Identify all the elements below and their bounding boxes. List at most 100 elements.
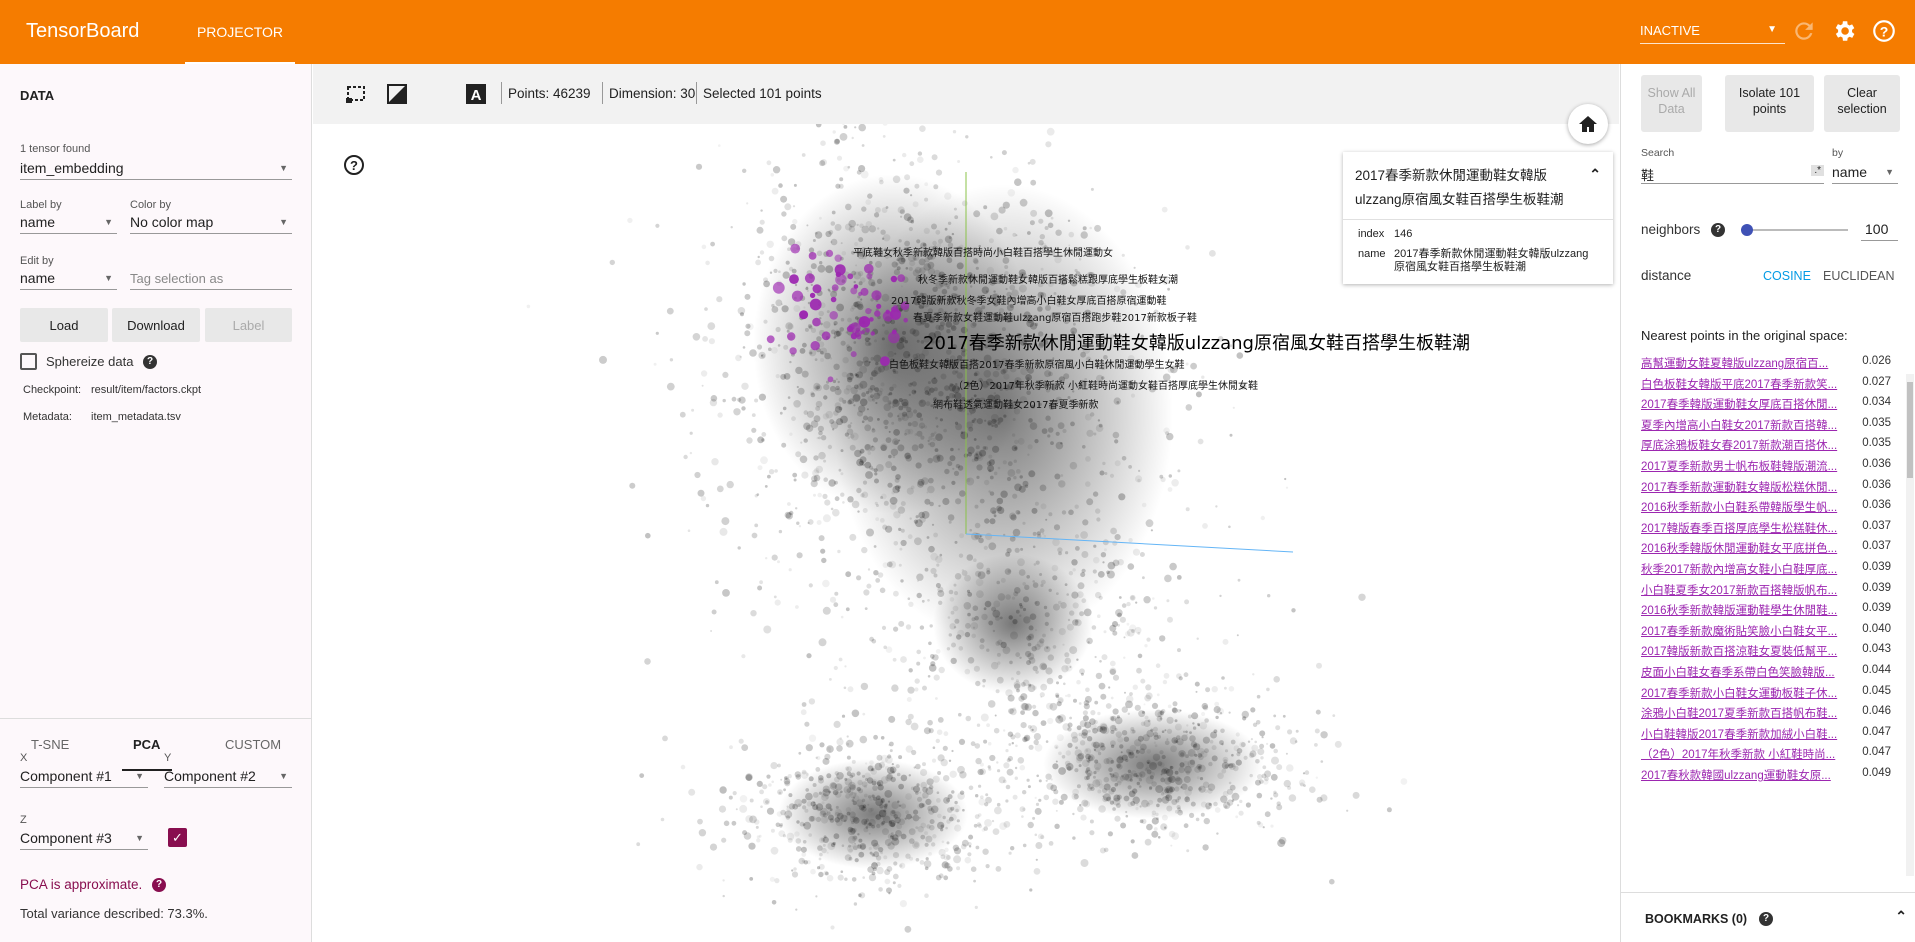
night-mode-toggle-icon[interactable] [386,84,408,104]
z-enabled-checkbox[interactable]: ✓ [168,828,187,847]
nearest-point-row[interactable]: 秋季2017新款內增高女鞋小白鞋厚底... 0.039 [1641,561,1891,581]
nearest-point-row[interactable]: 2017春季韓版運動鞋女厚底百搭休閒... 0.034 [1641,396,1891,416]
cosine-button[interactable]: COSINE [1763,269,1811,283]
nearest-point-label[interactable]: 2017春季新款小白鞋女運動板鞋子休... [1641,687,1838,700]
nearest-point-label[interactable]: 2016秋季韓版休閒運動鞋女平底拼色... [1641,543,1838,556]
nearest-point-label[interactable]: 2017夏季新款男士帆布板鞋韓版潮流... [1641,461,1838,473]
neighbors-slider-track[interactable] [1743,229,1848,231]
bookmarks-panel[interactable]: BOOKMARKS (0) ? ⌃ [1621,892,1915,942]
nearest-point-row[interactable]: 涂鴉小白鞋2017夏季新款百搭帆布鞋... 0.046 [1641,705,1891,725]
nearest-point-label[interactable]: 2016秋季新款小白鞋系帶韓版學生帆... [1641,502,1838,515]
nearest-point-row[interactable]: 2017春季新款魔術貼笑臉小白鞋女平... 0.040 [1641,623,1891,643]
neighbors-slider-thumb[interactable] [1741,224,1754,236]
search-by-select[interactable]: name ▼ [1832,160,1898,184]
tab-custom[interactable]: CUSTOM [225,737,282,752]
help-icon[interactable]: ? [343,154,365,176]
nearest-point-row[interactable]: 2017春秋款韓國ulzzang運動鞋女原... 0.049 [1641,767,1891,787]
tag-selection-input[interactable]: Tag selection as [130,266,292,290]
regex-toggle[interactable]: .* [1811,165,1824,176]
nearest-point-label[interactable]: 白色板鞋女韓版平底2017春季新款笑... [1641,378,1838,391]
nearest-point-label[interactable]: 高幫運動女鞋夏韓版ulzzang原宿百... [1641,358,1829,370]
nearest-point-label[interactable]: 2017韓版春季百搭厚底學生松糕鞋休... [1641,522,1838,535]
gear-icon[interactable] [1831,18,1857,44]
tab-pca[interactable]: PCA [133,737,161,752]
data-point [1135,749,1139,752]
select-rectangle-icon[interactable] [345,84,367,104]
nearest-point-row[interactable]: 夏季內增高小白鞋女2017新款百搭韓... 0.035 [1641,417,1891,437]
nearest-point-distance: 0.035 [1862,437,1891,450]
load-button[interactable]: Load [20,308,108,342]
sphereize-checkbox[interactable] [20,353,37,370]
label-button[interactable]: Label [205,308,292,342]
nearest-point-label[interactable]: 2017春季新款運動鞋女韓版松糕休閒... [1641,481,1838,494]
data-point [952,370,957,375]
help-icon[interactable]: ? [152,878,166,892]
x-component-select[interactable]: Component #1 ▼ [20,764,148,788]
tab-tsne[interactable]: T-SNE [31,737,70,752]
nearest-point-row[interactable]: 高幫運動女鞋夏韓版ulzzang原宿百... 0.026 [1641,355,1891,375]
edit-by-select[interactable]: name ▼ [20,266,117,290]
z-component-select[interactable]: Component #3 ▼ [20,826,148,850]
help-icon[interactable]: ? [1711,223,1725,237]
nearest-point-row[interactable]: 皮面小白鞋女春季系帶白色笑臉韓版... 0.044 [1641,664,1891,684]
scrollbar-thumb[interactable] [1907,382,1913,478]
nearest-point-label[interactable]: 2017春季韓版運動鞋女厚底百搭休閒... [1641,399,1838,412]
nearest-point-label[interactable]: 皮面小白鞋女春季系帶白色笑臉韓版... [1641,667,1835,679]
isolate-points-button[interactable]: Isolate 101 points [1725,75,1814,132]
reset-view-button[interactable] [1568,104,1608,144]
scatter-plot[interactable]: 平底鞋女秋季新款韓版百搭時尚小白鞋百搭學生休閒運動女 秋冬季新款休閒運動鞋女韓版百… [313,124,1619,942]
label-by-select[interactable]: name ▼ [20,210,117,234]
color-by-select[interactable]: No color map ▼ [130,210,292,234]
nearest-point-row[interactable]: 2016秋季新款韓版運動鞋學生休閒鞋... 0.039 [1641,602,1891,622]
nearest-point-label[interactable]: 2017韓版新款百搭涼鞋女夏裝低幫平... [1641,646,1838,659]
help-icon[interactable]: ? [1759,912,1773,926]
data-point [1130,839,1135,844]
refresh-icon[interactable] [1791,18,1817,44]
nearest-point-row[interactable]: 小白鞋韓版2017春季新款加絨小白鞋... 0.047 [1641,726,1891,746]
tensor-select[interactable]: item_embedding ▼ [20,156,292,180]
help-icon[interactable]: ? [143,355,157,369]
data-point [1217,336,1224,342]
nearest-point-label[interactable]: 涂鴉小白鞋2017夏季新款百搭帆布鞋... [1641,708,1838,721]
nearest-point-row[interactable]: 2016秋季新款小白鞋系帶韓版學生帆... 0.036 [1641,499,1891,519]
nearest-point-label[interactable]: 厚底涂鴉板鞋女春2017新款潮百搭休... [1641,440,1838,453]
nearest-point-label[interactable]: 夏季內增高小白鞋女2017新款百搭韓... [1641,419,1838,432]
nearest-point-row[interactable]: 2017春季新款運動鞋女韓版松糕休閒... 0.036 [1641,479,1891,499]
scatter-canvas[interactable]: 平底鞋女秋季新款韓版百搭時尚小白鞋百搭學生休閒運動女秋冬季新款休閒運動鞋女韓版百… [313,124,1619,942]
download-button[interactable]: Download [112,308,200,342]
nearest-point-label[interactable]: （2色）2017年秋季新款 小紅鞋時尚... [1641,749,1836,762]
labels-3d-icon[interactable]: A [466,84,486,104]
nearest-point-row[interactable]: 2017夏季新款男士帆布板鞋韓版潮流... 0.036 [1641,458,1891,478]
nearest-point-label[interactable]: 小白鞋韓版2017春季新款加絨小白鞋... [1641,728,1838,741]
nearest-point-row[interactable]: （2色）2017年秋季新款 小紅鞋時尚... 0.047 [1641,746,1891,766]
half-moon-icon[interactable] [426,84,446,104]
euclidean-button[interactable]: EUCLIDEAN [1823,269,1895,283]
data-point [933,674,940,681]
data-point [805,286,809,289]
nearest-point-label[interactable]: 2017春季新款魔術貼笑臉小白鞋女平... [1641,625,1838,638]
nearest-point-row[interactable]: 厚底涂鴉板鞋女春2017新款潮百搭休... 0.035 [1641,437,1891,457]
show-all-data-button[interactable]: Show All Data [1641,75,1702,132]
tab-projector[interactable]: PROJECTOR [185,0,295,64]
nearest-point-label[interactable]: 2017春秋款韓國ulzzang運動鞋女原... [1641,770,1831,782]
run-select[interactable]: INACTIVE ▼ [1640,20,1785,44]
scrollbar-track[interactable] [1906,374,1914,876]
search-input[interactable]: 鞋 .* [1641,160,1824,184]
nearest-point-row[interactable]: 2017韓版春季百搭厚底學生松糕鞋休... 0.037 [1641,520,1891,540]
nearest-point-row[interactable]: 2017韓版新款百搭涼鞋女夏裝低幫平... 0.043 [1641,643,1891,663]
data-point [995,314,1002,321]
nearest-point-row[interactable]: 2017春季新款小白鞋女運動板鞋子休... 0.045 [1641,685,1891,705]
nearest-point-row[interactable]: 2016秋季韓版休閒運動鞋女平底拼色... 0.037 [1641,540,1891,560]
clear-selection-button[interactable]: Clear selection [1824,75,1900,132]
chevron-up-icon[interactable]: ⌃ [1895,908,1907,924]
nearest-point-row[interactable]: 白色板鞋女韓版平底2017春季新款笑... 0.027 [1641,376,1891,396]
nearest-point-row[interactable]: 小白鞋夏季女2017新款百搭韓版帆布... 0.039 [1641,582,1891,602]
nearest-point-label[interactable]: 小白鞋夏季女2017新款百搭韓版帆布... [1641,584,1838,597]
neighbors-input[interactable]: 100 [1861,217,1898,241]
collapse-icon[interactable]: ⌃ [1589,166,1601,182]
help-icon[interactable]: ? [1871,18,1897,44]
data-point [926,778,934,786]
nearest-point-label[interactable]: 2016秋季新款韓版運動鞋學生休閒鞋... [1641,605,1838,618]
nearest-point-label[interactable]: 秋季2017新款內增高女鞋小白鞋厚底... [1641,564,1838,576]
y-component-select[interactable]: Component #2 ▼ [164,764,292,788]
